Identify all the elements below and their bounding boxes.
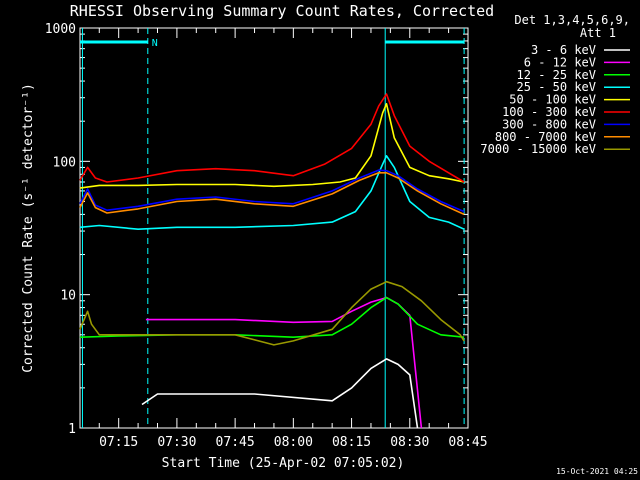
generation-timestamp: 15-Oct-2021 04:25 — [556, 467, 638, 476]
series-line-8 — [79, 172, 465, 216]
x-tick-label: 07:45 — [216, 435, 255, 450]
series-line-9 — [79, 280, 465, 346]
x-tick-label: 08:45 — [448, 435, 487, 450]
chart-title: RHESSI Observing Summary Count Rates, Co… — [70, 2, 494, 20]
legend-header-line-1: Det 1,3,4,5,6,9, — [514, 13, 630, 27]
legend-label-5: 50 - 100 keV — [509, 93, 596, 107]
y-tick-label: 1000 — [45, 22, 76, 37]
legend-label-3: 12 - 25 keV — [517, 68, 596, 82]
legend-label-1: 3 - 6 keV — [531, 43, 596, 57]
y-axis-label: Corrected Count Rate (s⁻¹ detector⁻¹) — [21, 83, 36, 373]
y-tick-label: 1 — [68, 422, 76, 437]
legend-label-7: 300 - 800 keV — [502, 117, 596, 131]
legend-header-line-2: Att 1 — [580, 26, 616, 40]
y-tick-label: 10 — [60, 289, 76, 304]
series-line-7 — [79, 169, 465, 213]
legend-label-8: 800 - 7000 keV — [495, 130, 596, 144]
legend-label-9: 7000 - 15000 keV — [480, 142, 596, 156]
legend-label-2: 6 - 12 keV — [524, 55, 596, 69]
x-axis-label: Start Time (25-Apr-02 07:05:02) — [162, 456, 405, 471]
series-line-1 — [141, 358, 419, 429]
y-tick-label: 100 — [53, 155, 76, 170]
marker-flag-label: N — [152, 38, 158, 49]
series-line-6 — [79, 93, 465, 183]
x-tick-label: 08:00 — [274, 435, 313, 450]
x-tick-label: 07:15 — [99, 435, 138, 450]
legend-label-6: 100 - 300 keV — [502, 105, 596, 119]
series-line-5 — [79, 103, 465, 189]
series-line-4 — [79, 155, 465, 230]
x-tick-label: 08:15 — [332, 435, 371, 450]
x-tick-label: 08:30 — [390, 435, 429, 450]
legend-label-4: 25 - 50 keV — [517, 80, 596, 94]
x-tick-label: 07:30 — [157, 435, 196, 450]
